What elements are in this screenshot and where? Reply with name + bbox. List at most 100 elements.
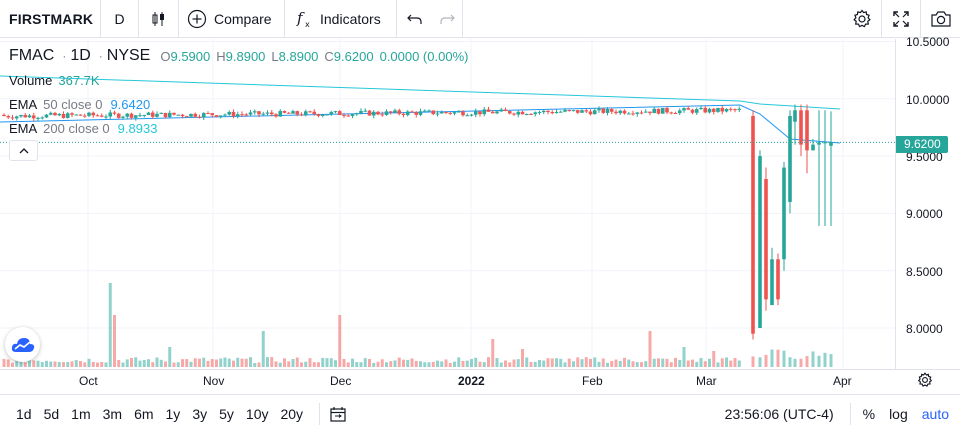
fullscreen-button[interactable] bbox=[882, 0, 921, 38]
volume-bar bbox=[300, 362, 303, 367]
screenshot-button[interactable] bbox=[921, 0, 960, 38]
volume-bar bbox=[546, 358, 550, 367]
compare-button[interactable]: Compare bbox=[179, 0, 285, 38]
legend-interval: 1D bbox=[70, 47, 91, 64]
legend-collapse-button[interactable] bbox=[9, 140, 38, 161]
candle-body bbox=[567, 110, 572, 112]
candle-body bbox=[694, 109, 699, 113]
axis-settings-button[interactable] bbox=[917, 372, 933, 393]
volume-bar bbox=[6, 359, 10, 367]
undo-icon[interactable] bbox=[407, 12, 423, 26]
volume-bar bbox=[210, 359, 214, 367]
volume-bar bbox=[108, 283, 112, 367]
redo-icon[interactable] bbox=[439, 12, 455, 26]
volume-bar bbox=[2, 358, 6, 367]
volume-bar bbox=[168, 347, 172, 367]
volume-bar bbox=[652, 358, 656, 367]
candle-body bbox=[486, 109, 491, 112]
volume-bar bbox=[665, 358, 669, 367]
symbol-search-button[interactable]: FIRSTMARK bbox=[0, 0, 101, 38]
volume-bar bbox=[206, 360, 210, 367]
volume-bar bbox=[130, 357, 133, 367]
range-20y-button[interactable]: 20y bbox=[280, 406, 304, 422]
candle-body bbox=[312, 111, 317, 115]
price-axis[interactable]: 10.5000 10.0000 9.5000 9.0000 8.5000 8.0… bbox=[895, 35, 960, 369]
range-6m-button[interactable]: 6m bbox=[134, 406, 154, 422]
candle-body bbox=[495, 111, 499, 114]
volume-bar bbox=[53, 361, 57, 367]
gear-icon bbox=[917, 372, 933, 387]
volume-bar bbox=[83, 362, 87, 367]
volume-bar bbox=[431, 361, 435, 367]
candle-body bbox=[733, 109, 737, 111]
candle-body bbox=[112, 112, 117, 114]
volume-bar bbox=[117, 359, 121, 367]
candle-body bbox=[799, 110, 803, 145]
percent-toggle[interactable]: % bbox=[862, 406, 876, 422]
volume-bar bbox=[504, 360, 507, 367]
legend-ema200-row[interactable]: EMA 200 close 0 9.8933 bbox=[9, 116, 468, 140]
range-1m-button[interactable]: 1m bbox=[71, 406, 91, 422]
range-3y-button[interactable]: 3y bbox=[192, 406, 208, 422]
auto-toggle[interactable]: auto bbox=[921, 406, 949, 422]
range-1y-button[interactable]: 1y bbox=[165, 406, 181, 422]
date-range-icon[interactable] bbox=[329, 406, 347, 422]
volume-bar bbox=[764, 354, 768, 367]
candle-body bbox=[299, 114, 304, 116]
chart-legend: FMAC · 1D · NYSE O9.5900 H9.8900 L8.8900… bbox=[9, 44, 468, 140]
candle-body bbox=[65, 113, 70, 118]
interval-button[interactable]: D bbox=[101, 0, 139, 38]
legend-volume-row[interactable]: Volume 367.7K bbox=[9, 68, 468, 92]
timezone-clock[interactable]: 23:56:06 (UTC-4) bbox=[724, 406, 834, 422]
candle-body bbox=[580, 110, 584, 113]
candle-body bbox=[541, 110, 546, 113]
log-toggle[interactable]: log bbox=[889, 406, 908, 422]
volume-title: Volume bbox=[9, 72, 53, 88]
volume-bar bbox=[448, 362, 452, 367]
volume-bar bbox=[716, 362, 720, 367]
candle-body bbox=[490, 111, 495, 114]
tradingview-logo-button[interactable] bbox=[5, 327, 40, 362]
candle-body bbox=[829, 142, 833, 146]
price-chart[interactable] bbox=[0, 39, 895, 369]
ema200-value: 9.8933 bbox=[117, 120, 158, 136]
legend-main-row: FMAC · 1D · NYSE O9.5900 H9.8900 L8.8900… bbox=[9, 44, 468, 68]
volume-bar bbox=[181, 359, 184, 367]
candle-body bbox=[70, 113, 74, 115]
range-1d-button[interactable]: 1d bbox=[16, 406, 32, 422]
volume-bar bbox=[351, 358, 354, 367]
candle-body bbox=[150, 112, 155, 117]
volume-bar bbox=[525, 357, 529, 367]
volume-bar bbox=[96, 362, 99, 367]
volume-bar bbox=[657, 358, 660, 367]
volume-bar bbox=[474, 357, 478, 367]
volume-bar bbox=[389, 361, 393, 367]
volume-bar bbox=[240, 358, 244, 367]
candle-body bbox=[751, 115, 755, 334]
volume-bar bbox=[751, 356, 755, 367]
legend-ticker[interactable]: FMAC bbox=[9, 47, 55, 64]
range-5y-button[interactable]: 5y bbox=[219, 406, 234, 422]
time-axis[interactable]: Oct Nov Dec 2022 Feb Mar Apr bbox=[0, 369, 960, 393]
volume-bar bbox=[28, 360, 31, 367]
candle-body bbox=[244, 114, 249, 116]
chart-pane[interactable] bbox=[0, 39, 895, 369]
volume-bar bbox=[661, 358, 665, 367]
range-5d-button[interactable]: 5d bbox=[43, 406, 60, 422]
candle-body bbox=[291, 111, 295, 114]
chart-type-button[interactable] bbox=[139, 0, 179, 38]
volume-bar bbox=[623, 357, 626, 367]
candle-body bbox=[282, 111, 287, 113]
volume-bar bbox=[436, 360, 439, 367]
candle-body bbox=[618, 110, 623, 114]
legend-ema50-row[interactable]: EMA 50 close 0 9.6420 bbox=[9, 92, 468, 116]
settings-button[interactable] bbox=[843, 0, 882, 38]
volume-bar bbox=[283, 358, 286, 367]
range-3m-button[interactable]: 3m bbox=[102, 406, 123, 422]
candle-body bbox=[410, 111, 414, 113]
candle-body bbox=[286, 112, 291, 114]
candle-body bbox=[265, 112, 270, 114]
range-10y-button[interactable]: 10y bbox=[245, 406, 269, 422]
